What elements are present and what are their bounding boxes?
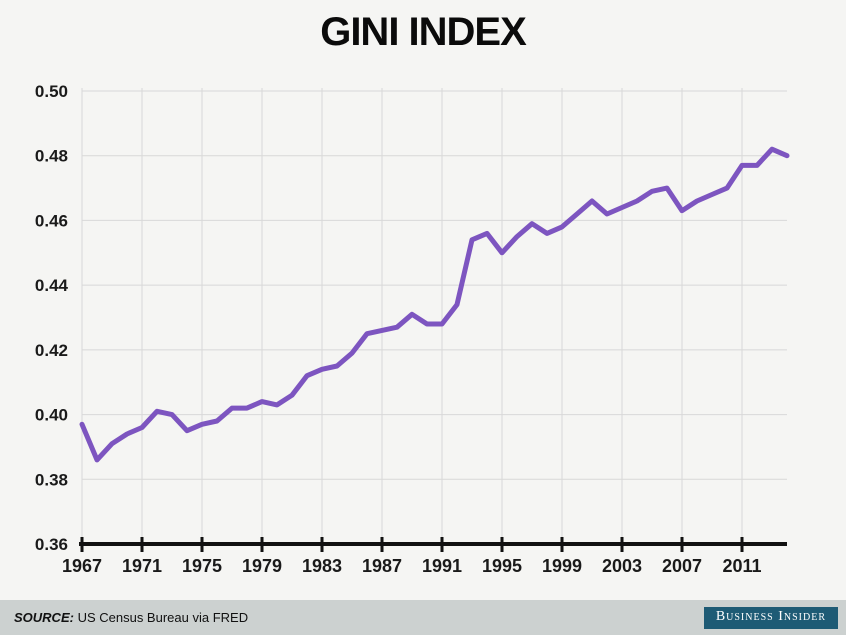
svg-text:1971: 1971 [122,556,162,576]
gridlines [81,88,787,544]
chart-area: 0.36 0.38 0.40 0.42 0.44 0.46 0.48 0.50 1967 197… [35,82,790,576]
svg-text:1967: 1967 [62,556,102,576]
footer-bar: SOURCE: US Census Bureau via FRED Busine… [0,600,846,635]
x-tick-labels: 1967 1971 1975 1979 1983 1987 1991 1995 1999 2003… [62,556,762,576]
source-label: SOURCE: [14,610,74,625]
svg-text:1995: 1995 [482,556,522,576]
svg-text:0.40: 0.40 [35,406,68,425]
svg-text:1987: 1987 [362,556,402,576]
y-tick-labels: 0.36 0.38 0.40 0.42 0.44 0.46 0.48 0.50 [35,82,69,554]
gini-series-line [79,146,790,463]
svg-text:2003: 2003 [602,556,642,576]
svg-text:0.46: 0.46 [35,211,68,230]
svg-text:0.38: 0.38 [35,470,68,489]
svg-text:1991: 1991 [422,556,462,576]
gini-line-chart: 0.36 0.38 0.40 0.42 0.44 0.46 0.48 0.50 1967 197… [35,82,790,576]
svg-text:1979: 1979 [242,556,282,576]
data-series [79,146,790,463]
svg-text:1975: 1975 [182,556,222,576]
svg-text:0.42: 0.42 [35,341,68,360]
svg-text:0.36: 0.36 [35,535,68,554]
source-text: US Census Bureau via FRED [73,610,249,625]
business-insider-logo: Business Insider [703,606,838,629]
chart-title: GINI INDEX [320,10,527,54]
source-note: SOURCE: US Census Bureau via FRED [14,610,248,625]
x-axis [79,537,787,552]
svg-text:2007: 2007 [662,556,702,576]
svg-text:1999: 1999 [542,556,582,576]
svg-text:0.48: 0.48 [35,147,68,166]
svg-text:0.44: 0.44 [35,276,69,295]
svg-text:1983: 1983 [302,556,342,576]
svg-text:2011: 2011 [722,556,761,576]
svg-text:0.50: 0.50 [35,82,68,101]
